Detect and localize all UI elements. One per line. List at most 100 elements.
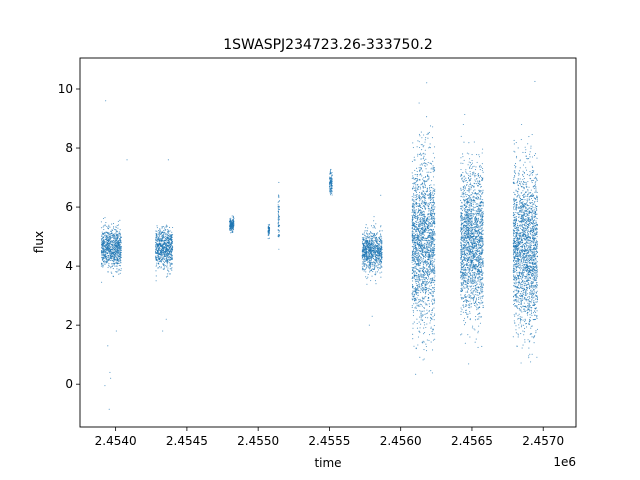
data-point: [424, 139, 426, 141]
data-point: [414, 281, 417, 283]
data-point: [433, 214, 435, 216]
data-point: [267, 225, 269, 227]
data-point: [427, 269, 429, 271]
data-point: [111, 241, 114, 243]
data-point: [471, 219, 473, 221]
data-point: [117, 227, 119, 229]
data-point: [157, 251, 159, 253]
data-point: [426, 133, 428, 135]
data-point: [433, 245, 435, 247]
data-point: [412, 296, 414, 298]
data-point: [172, 246, 174, 248]
data-point: [430, 370, 432, 372]
data-point: [424, 208, 426, 210]
data-point: [418, 279, 420, 281]
data-point: [369, 268, 371, 270]
data-point: [103, 247, 105, 249]
data-point: [379, 240, 381, 242]
data-point: [372, 227, 374, 229]
data-point: [278, 207, 280, 209]
data-point: [415, 180, 417, 182]
data-point: [381, 239, 383, 241]
data-point: [433, 255, 435, 257]
data-point: [158, 256, 160, 258]
data-point: [267, 227, 269, 229]
data-point: [232, 229, 234, 231]
data-point: [413, 194, 415, 196]
data-point: [417, 215, 419, 217]
data-point: [414, 279, 416, 281]
data-point: [420, 244, 422, 246]
data-point: [165, 233, 167, 235]
data-point: [420, 319, 422, 321]
data-point: [412, 291, 414, 293]
data-point: [427, 270, 429, 272]
data-point: [416, 146, 418, 148]
data-point: [431, 289, 433, 291]
data-point: [415, 247, 417, 249]
data-point: [169, 265, 171, 267]
data-point: [363, 236, 365, 238]
data-point: [416, 188, 418, 190]
data-point: [160, 260, 162, 262]
data-point: [375, 265, 378, 267]
data-point: [426, 268, 428, 270]
data-point: [110, 253, 112, 255]
data-point: [426, 251, 428, 253]
data-point: [429, 235, 431, 237]
data-point: [155, 235, 157, 237]
data-point: [112, 264, 114, 266]
data-point: [419, 331, 421, 333]
data-point: [430, 259, 432, 261]
data-point: [157, 250, 159, 252]
data-point: [362, 257, 364, 259]
data-point: [419, 256, 421, 258]
data-point: [364, 240, 366, 243]
data-point: [432, 296, 434, 298]
data-point: [115, 243, 117, 245]
data-point: [155, 257, 157, 259]
data-point: [167, 255, 169, 258]
data-point: [277, 194, 280, 196]
data-point: [101, 241, 103, 243]
data-point: [420, 188, 422, 190]
data-point: [424, 199, 426, 202]
data-point: [163, 253, 165, 256]
data-point: [160, 261, 162, 263]
data-point: [168, 252, 170, 255]
data-point: [370, 251, 372, 253]
data-point: [161, 236, 163, 238]
data-point: [375, 266, 377, 268]
data-point: [376, 238, 378, 240]
data-point: [420, 323, 422, 325]
data-point: [162, 233, 164, 235]
data-point: [366, 266, 368, 268]
data-point: [419, 267, 421, 269]
data-point: [120, 254, 122, 256]
data-point: [426, 312, 429, 314]
data-point: [431, 258, 433, 260]
data-point: [169, 244, 171, 246]
data-point: [119, 235, 121, 237]
data-point: [161, 252, 163, 254]
data-point: [161, 259, 163, 261]
data-point: [414, 261, 417, 263]
data-point: [411, 233, 413, 235]
data-point: [375, 248, 377, 250]
data-point: [116, 262, 118, 264]
data-point: [431, 263, 433, 265]
data-point: [155, 280, 157, 282]
data-point: [415, 280, 418, 282]
data-point: [155, 244, 157, 246]
data-point: [361, 242, 364, 244]
data-point: [120, 262, 122, 264]
data-point: [423, 341, 425, 343]
data-point: [417, 216, 419, 219]
data-point: [376, 232, 378, 234]
data-point: [105, 241, 107, 243]
data-point: [420, 247, 422, 249]
data-point: [415, 191, 418, 193]
data-point: [158, 252, 160, 255]
data-point: [110, 266, 112, 268]
data-point: [373, 220, 375, 222]
